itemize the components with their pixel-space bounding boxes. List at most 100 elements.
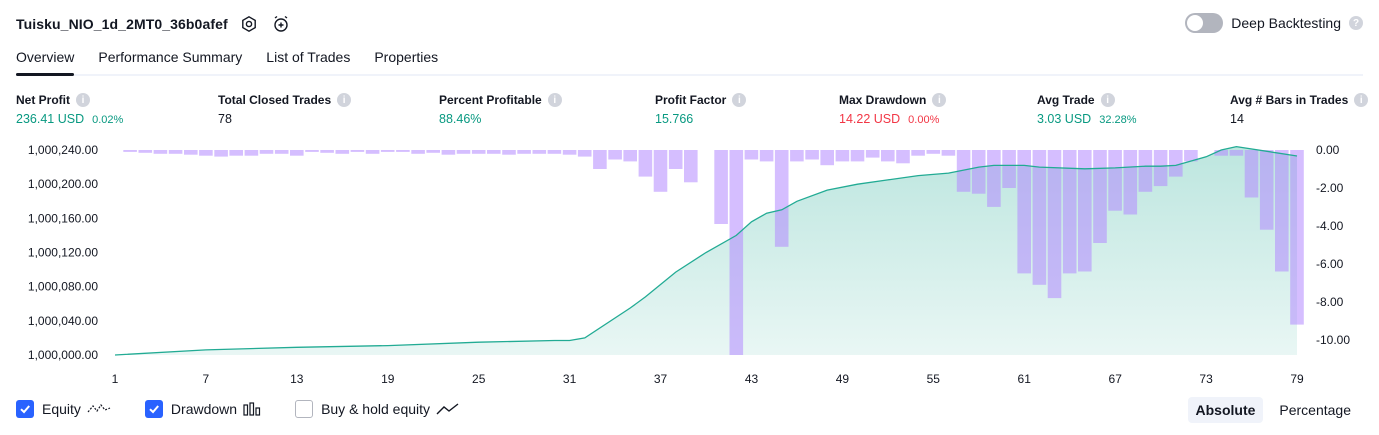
equity-area: [115, 146, 1297, 355]
metric-label: Percent Profitable: [439, 93, 542, 107]
drawdown-bar: [668, 150, 683, 169]
legend-buy-hold-equity[interactable]: Buy & hold equity: [295, 400, 460, 418]
question-mark-icon[interactable]: ?: [1349, 16, 1363, 30]
drawdown-bar: [1032, 150, 1047, 285]
drawdown-bar: [593, 150, 607, 169]
info-icon[interactable]: i: [1354, 93, 1369, 107]
x-tick-label: 31: [563, 372, 577, 386]
drawdown-bar: [820, 150, 834, 166]
deep-backtesting-label: Deep Backtesting: [1231, 15, 1341, 31]
legend-equity[interactable]: Equity: [16, 400, 111, 418]
drawdown-bar: [1123, 150, 1138, 215]
info-icon[interactable]: i: [337, 93, 352, 107]
x-tick-label: 1: [112, 372, 119, 386]
x-tick-label: 73: [1199, 372, 1213, 386]
drawdown-bar: [790, 150, 804, 162]
tab-properties[interactable]: Properties: [374, 49, 439, 65]
drawdown-bar: [138, 150, 153, 153]
metric-profit-factor: Profit Factor i 15.766: [655, 93, 747, 126]
alarm-clock-plus-icon[interactable]: [270, 13, 292, 35]
metric-avg-bars-in-trades: Avg # Bars in Trades i 14: [1230, 93, 1369, 126]
drawdown-bar: [577, 150, 592, 157]
tab-bar: Overview Performance Summary List of Tra…: [16, 44, 1363, 76]
display-mode-switch: Absolute Percentage: [1187, 397, 1360, 423]
x-tick-label: 61: [1018, 372, 1032, 386]
left-axis: 1,000,240.00 1,000,200.00 1,000,160.00 1,00…: [28, 143, 98, 362]
drawdown-bar: [153, 150, 168, 154]
tab-overview[interactable]: Overview: [16, 44, 75, 76]
x-tick-label: 13: [290, 372, 304, 386]
metric-value: 236.41 USD: [16, 112, 85, 126]
y-right-tick-label: 0.00: [1316, 143, 1340, 157]
drawdown-bar: [941, 150, 956, 156]
info-icon[interactable]: i: [76, 93, 90, 107]
metric-net-profit: Net Profit i 236.41 USD 0.02%: [16, 93, 123, 126]
drawdown-bar: [168, 150, 183, 154]
info-icon[interactable]: i: [547, 93, 562, 107]
drawdown-bar: [835, 150, 850, 162]
equity-drawdown-chart: 1,000,240.00 1,000,200.00 1,000,160.00 1,00…: [28, 143, 1350, 386]
info-icon[interactable]: i: [1100, 93, 1115, 107]
equity-checkbox[interactable]: [16, 400, 34, 418]
drawdown-bar: [1169, 150, 1183, 177]
absolute-button[interactable]: Absolute: [1187, 397, 1264, 423]
info-icon[interactable]: i: [732, 93, 747, 107]
x-tick-label: 67: [1109, 372, 1123, 386]
metric-percent-profitable: Percent Profitable i 88.46%: [439, 93, 562, 126]
metric-percent: 0.02%: [92, 114, 124, 126]
equity-area-layer: [115, 146, 1297, 355]
drawdown-bar: [1214, 150, 1228, 156]
drawdown-bar: [1002, 150, 1016, 188]
drawdown-checkbox[interactable]: [144, 400, 163, 418]
gear-hexagon-icon[interactable]: [238, 13, 260, 35]
drawdown-bar: [911, 150, 925, 156]
percentage-button[interactable]: Percentage: [1279, 402, 1351, 418]
drawdown-bar: [320, 150, 334, 153]
drawdown-bar: [653, 150, 668, 192]
drawdown-bar: [1244, 150, 1259, 198]
metric-percent: 0.00%: [908, 114, 940, 126]
y-right-tick-label: -2.00: [1316, 181, 1344, 195]
y-left-tick-label: 1,000,160.00: [28, 211, 98, 225]
legend-label: Buy & hold equity: [321, 401, 431, 417]
buy-hold-checkbox[interactable]: [295, 400, 314, 418]
tab-list-of-trades[interactable]: List of Trades: [266, 49, 351, 65]
info-icon[interactable]: i: [932, 93, 947, 107]
drawdown-bar: [335, 150, 350, 154]
drawdown-bar: [1108, 150, 1122, 211]
metric-value: 15.766: [655, 112, 694, 126]
metric-label: Avg Trade: [1037, 93, 1095, 107]
drawdown-bar: [471, 150, 486, 154]
y-left-tick-label: 1,000,080.00: [28, 280, 98, 294]
drawdown-bar: [244, 150, 259, 156]
x-tick-label: 19: [381, 372, 395, 386]
drawdown-bar: [350, 150, 365, 152]
drawdown-bar: [1062, 150, 1077, 274]
strategy-title: Tuisku_NIO_1d_2MT0_36b0afef: [16, 16, 228, 32]
legend-drawdown[interactable]: Drawdown: [144, 400, 261, 418]
metric-label: Total Closed Trades: [218, 93, 332, 107]
drawdown-bar: [805, 150, 819, 160]
metric-value: 88.46%: [439, 112, 482, 126]
y-left-tick-label: 1,000,040.00: [28, 314, 98, 328]
y-right-tick-label: -8.00: [1316, 295, 1344, 309]
equity-line: [114, 145, 1298, 356]
x-tick-label: 7: [203, 372, 210, 386]
deep-backtesting-toggle[interactable]: [1185, 13, 1224, 33]
drawdown-bar: [623, 150, 637, 162]
metric-label: Max Drawdown: [839, 93, 927, 107]
legend-label: Drawdown: [170, 401, 238, 417]
drawdown-bar: [744, 150, 759, 160]
legend-label: Equity: [42, 401, 81, 417]
x-axis: 1 7 13 19 25 31 37 43 49 55 61 67 73 79: [112, 372, 1304, 386]
drawdown-bar: [562, 150, 577, 155]
drawdown-bar: [487, 150, 501, 154]
x-tick-label: 49: [836, 372, 850, 386]
drawdown-bar: [532, 150, 547, 154]
drawdown-bar: [502, 150, 516, 155]
drawdown-bar: [456, 150, 471, 154]
drawdown-bar-layer: [123, 150, 1304, 355]
drawdown-bar: [987, 150, 1001, 207]
tab-performance-summary[interactable]: Performance Summary: [98, 49, 243, 65]
x-tick-label: 55: [927, 372, 941, 386]
